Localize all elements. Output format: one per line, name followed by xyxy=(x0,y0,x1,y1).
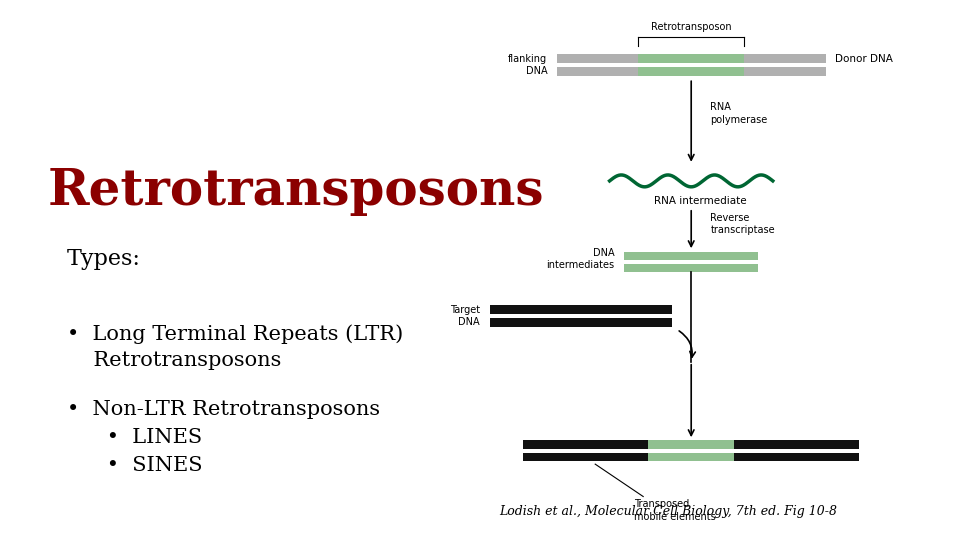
FancyBboxPatch shape xyxy=(557,67,638,76)
FancyBboxPatch shape xyxy=(557,54,638,63)
Text: RNA
polymerase: RNA polymerase xyxy=(710,102,768,125)
FancyBboxPatch shape xyxy=(744,54,826,63)
FancyBboxPatch shape xyxy=(734,453,859,461)
Text: DNA
intermediates: DNA intermediates xyxy=(546,248,614,271)
Text: Target
DNA: Target DNA xyxy=(450,305,480,327)
Text: Reverse
transcriptase: Reverse transcriptase xyxy=(710,213,775,235)
FancyBboxPatch shape xyxy=(490,305,672,314)
FancyBboxPatch shape xyxy=(648,441,734,449)
Text: Retrotransposons: Retrotransposons xyxy=(48,167,544,216)
FancyBboxPatch shape xyxy=(523,441,648,449)
Text: •  Long Terminal Repeats (LTR)
    Retrotransposons: • Long Terminal Repeats (LTR) Retrotrans… xyxy=(67,324,403,370)
FancyBboxPatch shape xyxy=(744,67,826,76)
Text: Types:: Types: xyxy=(67,248,141,270)
Text: •  Non-LTR Retrotransposons
      •  LINES
      •  SINES: • Non-LTR Retrotransposons • LINES • SIN… xyxy=(67,400,380,475)
FancyBboxPatch shape xyxy=(638,67,744,76)
Text: RNA intermediate: RNA intermediate xyxy=(655,196,747,206)
Text: Donor DNA: Donor DNA xyxy=(835,55,893,64)
Text: Lodish et al., Molecular Cell Biology, 7th ed. Fig 10-8: Lodish et al., Molecular Cell Biology, 7… xyxy=(499,505,837,518)
FancyBboxPatch shape xyxy=(648,453,734,461)
Text: flanking
DNA: flanking DNA xyxy=(508,53,547,76)
FancyBboxPatch shape xyxy=(624,264,758,272)
FancyBboxPatch shape xyxy=(734,441,859,449)
FancyBboxPatch shape xyxy=(490,318,672,327)
FancyBboxPatch shape xyxy=(523,453,648,461)
FancyBboxPatch shape xyxy=(624,252,758,260)
FancyBboxPatch shape xyxy=(638,54,744,63)
Text: Transposed
mobile elements: Transposed mobile elements xyxy=(634,499,715,522)
Text: Retrotransposon: Retrotransposon xyxy=(651,22,732,32)
